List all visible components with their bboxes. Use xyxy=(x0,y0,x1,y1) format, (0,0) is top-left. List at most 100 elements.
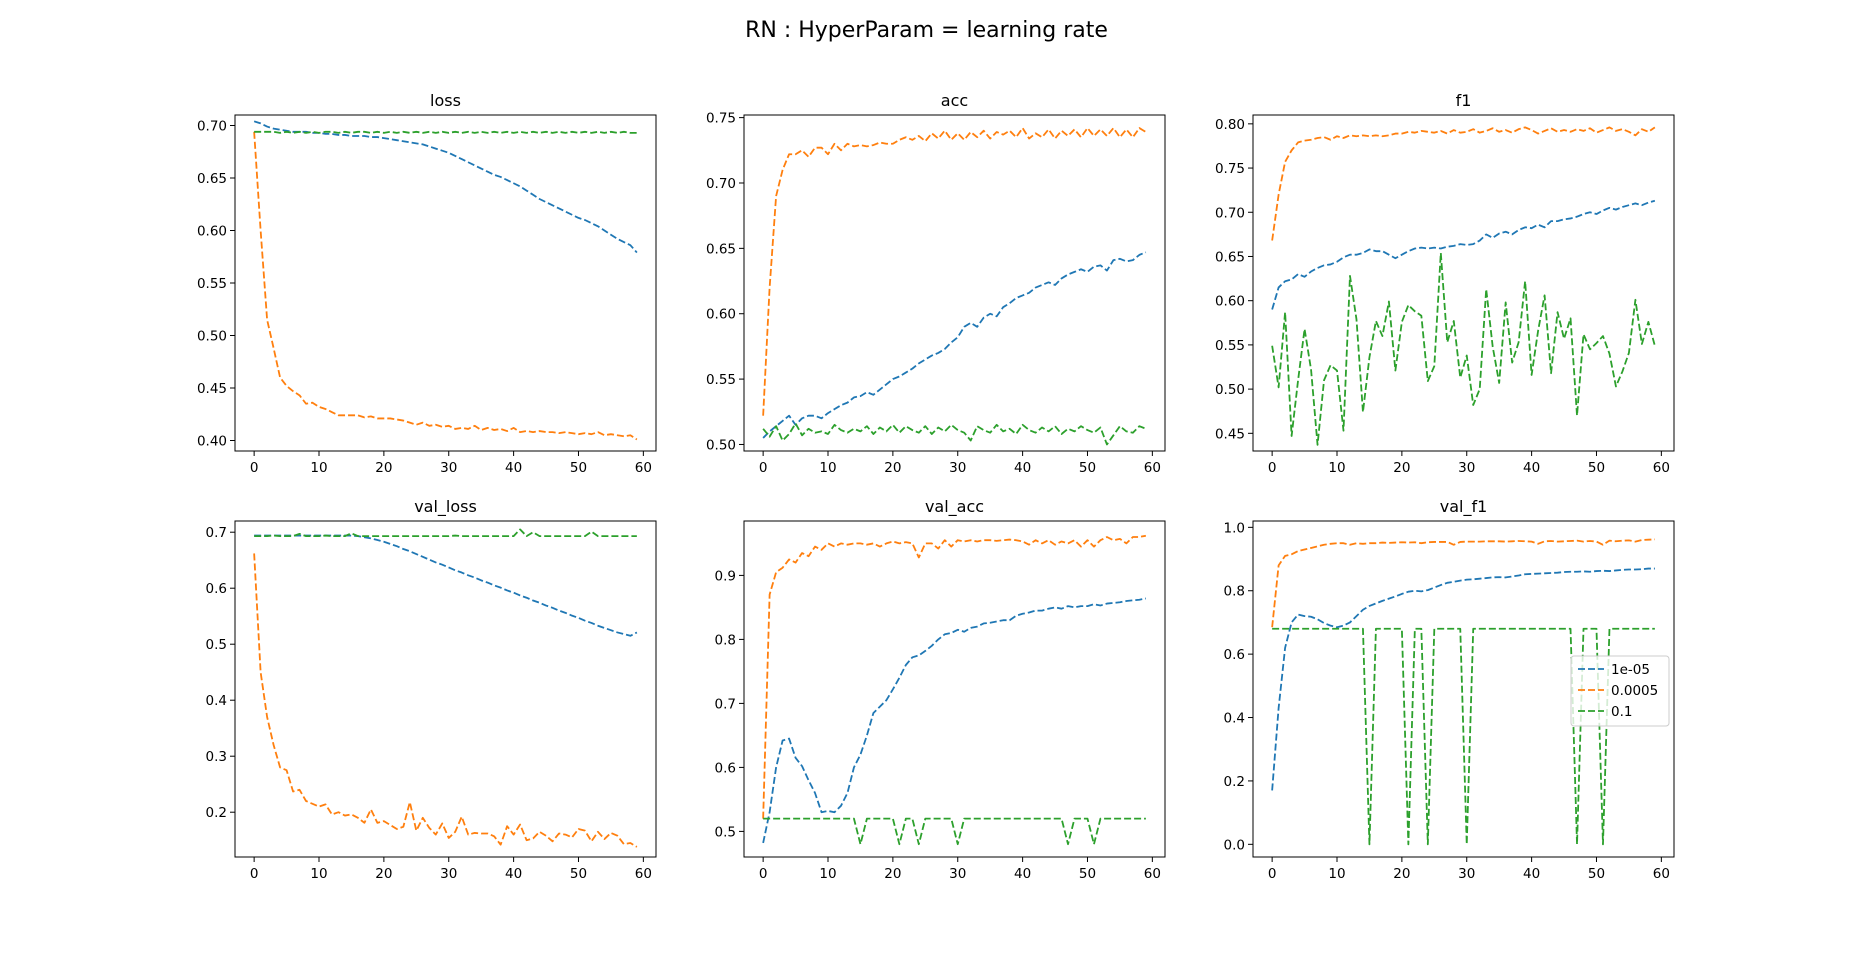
y-tick-label: 0.70 xyxy=(197,119,227,135)
x-tick-label: 50 xyxy=(1588,866,1605,882)
series-line-1e-05 xyxy=(762,597,1147,844)
series-line-0.0005 xyxy=(253,553,638,848)
y-tick-label: 0.5 xyxy=(206,637,227,653)
y-tick-label: 0.40 xyxy=(197,434,227,450)
axes-frame xyxy=(743,520,1166,858)
figure-title: RN : HyperParam = learning rate xyxy=(745,18,1108,43)
y-tick-label: 0.8 xyxy=(1224,584,1245,600)
y-tick-label: 0.75 xyxy=(1215,161,1245,177)
y-tick-label: 0.4 xyxy=(1224,711,1245,727)
x-tick-label: 60 xyxy=(1144,866,1161,882)
x-tick-label: 40 xyxy=(1523,866,1540,882)
legend-label-1e-05: 1e-05 xyxy=(1611,662,1650,678)
y-tick-label: 0.60 xyxy=(1215,294,1245,310)
x-tick-label: 40 xyxy=(1014,460,1031,476)
series-line-0.1 xyxy=(254,130,637,134)
x-tick-label: 60 xyxy=(635,866,652,882)
y-tick-label: 0.60 xyxy=(706,307,736,323)
y-tick-label: 0.3 xyxy=(206,749,227,765)
axes-frame xyxy=(1252,114,1675,452)
x-tick-label: 30 xyxy=(440,866,457,882)
y-tick-label: 0.55 xyxy=(706,372,736,388)
subplot-title: val_loss xyxy=(414,497,477,517)
y-tick-label: 0.60 xyxy=(197,224,227,240)
subplot-loss: loss 0 10 20 30 40 50 60 0.40 0.45 0.50 0.55 0.60 0.6… xyxy=(197,91,657,476)
y-tick-label: 0.75 xyxy=(706,111,736,127)
x-tick-label: 0 xyxy=(1268,460,1277,476)
x-tick-label: 50 xyxy=(1079,866,1096,882)
y-tick-label: 0.65 xyxy=(706,241,736,257)
x-tick-label: 40 xyxy=(1523,460,1540,476)
subplot-title: val_acc xyxy=(925,497,984,517)
subplot-val_f1: val_f1 0 10 20 30 40 50 60 0.0 0.2 0.4 0.6 0.8 1.0 xyxy=(1224,497,1675,882)
x-tick-label: 40 xyxy=(505,460,522,476)
y-tick-label: 0.70 xyxy=(706,176,736,192)
x-tick-label: 30 xyxy=(1458,460,1475,476)
x-tick-label: 10 xyxy=(1328,866,1345,882)
x-tick-label: 0 xyxy=(250,460,259,476)
x-tick-label: 50 xyxy=(570,866,587,882)
subplot-title: loss xyxy=(430,91,461,110)
y-tick-label: 0.2 xyxy=(1224,774,1245,790)
series-line-1e-05 xyxy=(762,251,1147,439)
series-line-0.1 xyxy=(762,422,1147,446)
x-tick-label: 20 xyxy=(1393,866,1410,882)
x-tick-label: 60 xyxy=(635,460,652,476)
x-tick-label: 30 xyxy=(1458,866,1475,882)
y-tick-label: 0.65 xyxy=(197,171,227,187)
x-tick-label: 10 xyxy=(310,866,327,882)
axes-frame xyxy=(234,520,657,858)
x-tick-label: 0 xyxy=(759,866,768,882)
legend: 1e-05 0.0005 0.1 xyxy=(1570,655,1670,727)
y-tick-label: 0.70 xyxy=(1215,205,1245,221)
x-tick-label: 40 xyxy=(1014,866,1031,882)
x-tick-label: 20 xyxy=(884,460,901,476)
series-line-1e-05 xyxy=(1271,567,1655,791)
x-tick-label: 10 xyxy=(310,460,327,476)
y-tick-label: 0.45 xyxy=(197,381,227,397)
series-line-0.1 xyxy=(254,528,637,538)
y-tick-label: 0.0 xyxy=(1224,837,1245,853)
y-tick-label: 0.6 xyxy=(206,581,227,597)
x-tick-label: 40 xyxy=(505,866,522,882)
x-tick-label: 50 xyxy=(1588,460,1605,476)
x-tick-label: 60 xyxy=(1144,460,1161,476)
series-line-0.0005 xyxy=(762,127,1147,416)
y-tick-label: 0.5 xyxy=(715,824,736,840)
legend-label-0.1: 0.1 xyxy=(1611,704,1632,720)
y-tick-label: 0.9 xyxy=(715,568,736,584)
series-line-0.1 xyxy=(1271,252,1656,446)
x-tick-label: 50 xyxy=(1079,460,1096,476)
x-tick-label: 30 xyxy=(949,460,966,476)
y-tick-label: 0.55 xyxy=(197,276,227,292)
y-tick-label: 1.0 xyxy=(1224,520,1245,536)
series-line-0.0005 xyxy=(253,131,638,441)
subplot-title: f1 xyxy=(1456,91,1472,110)
y-tick-label: 0.7 xyxy=(206,525,227,541)
subplot-f1: f1 0 10 20 30 40 50 60 0.45 0.50 0.55 0.60 0.65 0.70 0… xyxy=(1215,91,1675,476)
y-tick-label: 0.45 xyxy=(1215,426,1245,442)
x-tick-label: 50 xyxy=(570,460,587,476)
x-tick-label: 30 xyxy=(949,866,966,882)
y-tick-label: 0.65 xyxy=(1215,249,1245,265)
x-tick-label: 0 xyxy=(759,460,768,476)
y-tick-label: 0.8 xyxy=(715,632,736,648)
y-tick-label: 0.6 xyxy=(1224,647,1245,663)
subplot-val_acc: val_acc 0 10 20 30 40 50 60 0.5 0.6 0.7 0.8 0.9 xyxy=(715,497,1166,882)
x-tick-label: 30 xyxy=(440,460,457,476)
x-tick-label: 60 xyxy=(1653,460,1670,476)
x-tick-label: 60 xyxy=(1653,866,1670,882)
series-line-0.0005 xyxy=(1271,126,1656,241)
subplot-acc: acc 0 10 20 30 40 50 60 0.50 0.55 0.60 0.65 0.70 0.75 xyxy=(706,91,1166,476)
series-line-0.1 xyxy=(1272,627,1655,846)
y-tick-label: 0.7 xyxy=(715,696,736,712)
x-tick-label: 10 xyxy=(1328,460,1345,476)
y-tick-label: 0.55 xyxy=(1215,338,1245,354)
series-line-0.1 xyxy=(763,817,1146,846)
y-tick-label: 0.6 xyxy=(715,760,736,776)
y-tick-label: 0.50 xyxy=(197,329,227,345)
x-tick-label: 20 xyxy=(375,866,392,882)
